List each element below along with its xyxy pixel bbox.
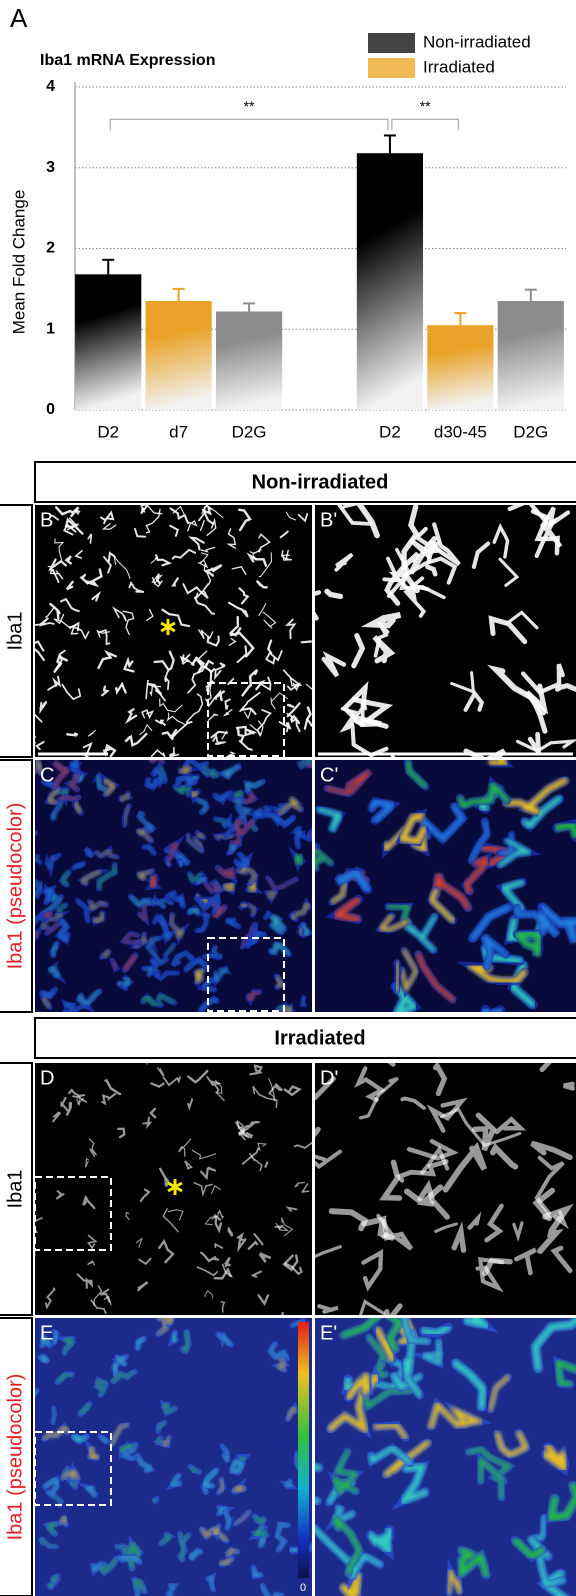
bar bbox=[216, 311, 282, 410]
bar bbox=[427, 325, 493, 410]
process bbox=[168, 898, 169, 900]
process bbox=[302, 641, 311, 642]
significance-label: ** bbox=[420, 98, 431, 114]
panel-label: D bbox=[40, 1067, 54, 1089]
process bbox=[67, 734, 77, 736]
process bbox=[312, 833, 315, 838]
significance-label: ** bbox=[244, 98, 255, 114]
colorbar bbox=[298, 1322, 309, 1578]
y-tick-label: 0 bbox=[46, 401, 55, 418]
micrograph bbox=[29, 1316, 331, 1596]
section-header: Irradiated bbox=[274, 1027, 365, 1049]
bar bbox=[75, 274, 141, 410]
panel-label: C' bbox=[320, 764, 338, 786]
bar bbox=[498, 301, 564, 410]
panel-label: B' bbox=[320, 509, 337, 531]
section-header: Non-irradiated bbox=[252, 471, 389, 493]
y-axis-label: Mean Fold Change bbox=[9, 190, 28, 335]
legend-label: Non-irradiated bbox=[423, 32, 531, 51]
significance-bracket bbox=[110, 119, 388, 130]
y-tick-label: 3 bbox=[46, 159, 55, 176]
legend-swatch bbox=[368, 33, 415, 53]
panel-label: E bbox=[40, 1322, 53, 1344]
colorbar-label: 0 bbox=[300, 1582, 306, 1594]
x-tick-label: d7 bbox=[169, 422, 188, 441]
legend-label: Irradiated bbox=[423, 57, 495, 76]
row-label: Iba1 bbox=[4, 612, 26, 651]
process bbox=[564, 1084, 573, 1088]
micrograph bbox=[27, 737, 316, 1027]
legend-swatch bbox=[368, 58, 415, 78]
x-tick-label: D2 bbox=[379, 422, 401, 441]
panel-label: E' bbox=[320, 1322, 337, 1344]
significance-bracket bbox=[392, 119, 458, 130]
row-label: Iba1 (pseudocolor) bbox=[4, 1374, 26, 1541]
process-halo bbox=[312, 833, 315, 838]
panel-label: A bbox=[10, 3, 28, 33]
x-tick-label: d30-45 bbox=[434, 422, 487, 441]
x-tick-label: D2 bbox=[97, 422, 119, 441]
y-tick-label: 4 bbox=[46, 78, 55, 95]
bar bbox=[146, 301, 212, 410]
y-tick-label: 1 bbox=[46, 320, 55, 337]
panel-label: B bbox=[40, 509, 53, 531]
x-tick-label: D2G bbox=[232, 422, 267, 441]
micrograph bbox=[31, 1060, 316, 1335]
process bbox=[186, 661, 189, 662]
bar bbox=[357, 153, 423, 410]
row-label: Iba1 bbox=[4, 1170, 26, 1209]
y-tick-label: 2 bbox=[46, 240, 55, 257]
micrograph-bg bbox=[35, 1318, 312, 1596]
figure: A Iba1 mRNA Expression Mean Fold Change … bbox=[0, 0, 576, 1596]
row-label: Iba1 (pseudocolor) bbox=[4, 803, 26, 970]
x-tick-label: D2G bbox=[513, 422, 548, 441]
chart-title: Iba1 mRNA Expression bbox=[40, 52, 215, 69]
micrograph bbox=[306, 743, 576, 1027]
panel-label: D' bbox=[320, 1067, 338, 1089]
process bbox=[151, 876, 156, 886]
panel-label: C bbox=[40, 764, 54, 786]
micrograph bbox=[24, 505, 322, 770]
micrograph bbox=[303, 489, 576, 784]
